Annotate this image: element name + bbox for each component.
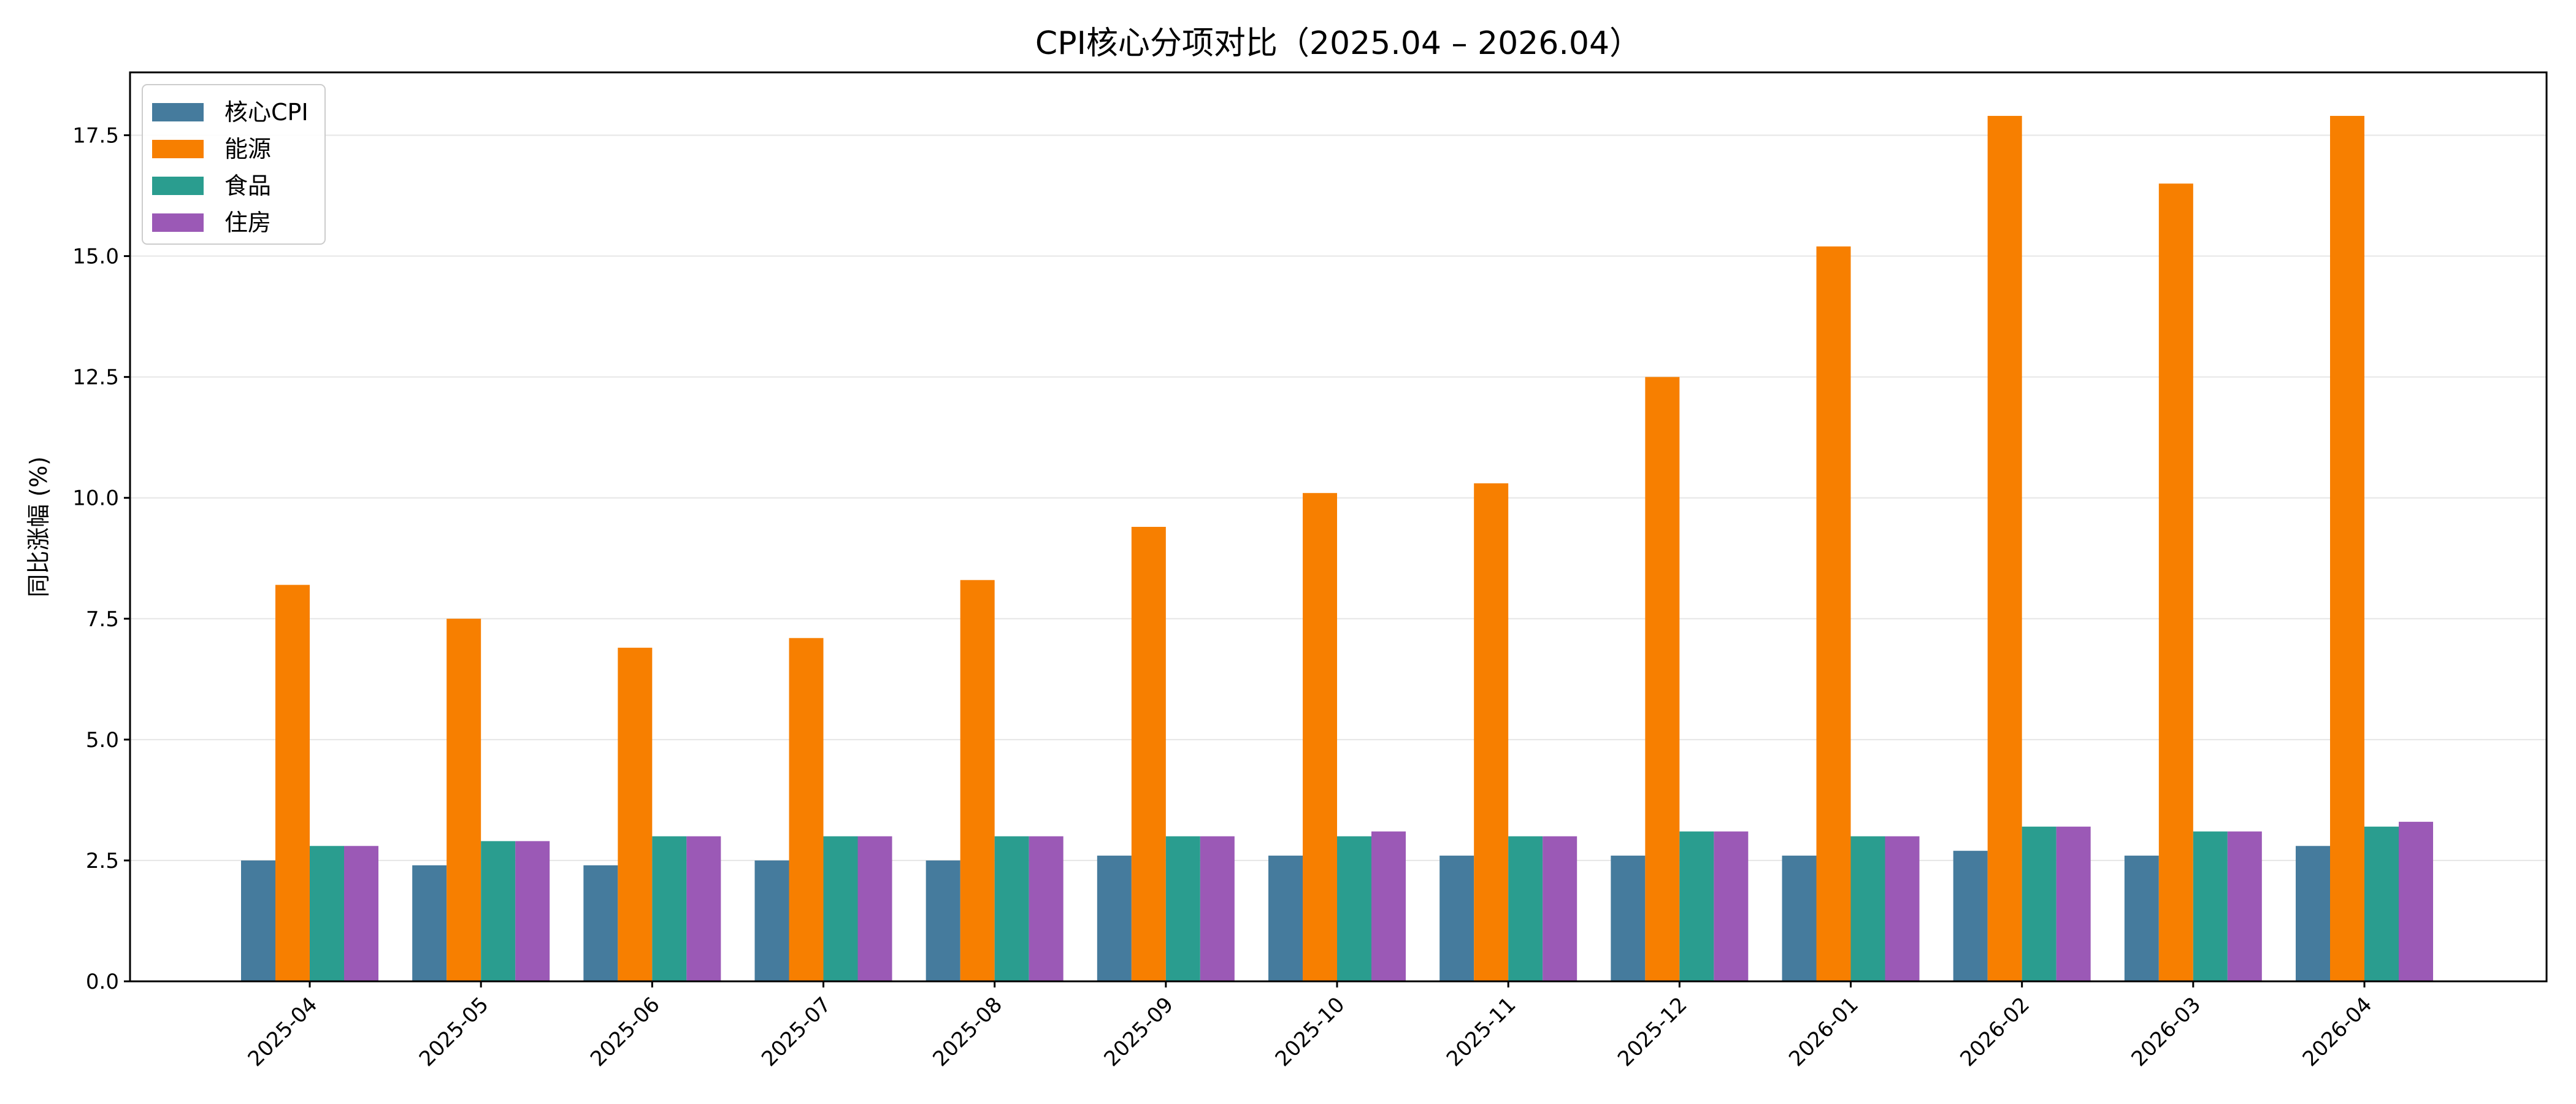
chart-title: CPI核心分项对比（2025.04 – 2026.04）	[1035, 25, 1641, 62]
legend-label: 食品	[224, 172, 271, 199]
bar-住房-2026-02	[2056, 826, 2091, 981]
bar-能源-2026-04	[2330, 115, 2364, 982]
x-tick-label: 2026-02	[1955, 992, 2034, 1071]
bar-能源-2026-03	[2158, 183, 2193, 982]
legend-label: 核心CPI	[224, 99, 309, 126]
bar-核心CPI-2025-11	[1439, 856, 1474, 981]
bar-食品-2026-03	[2193, 831, 2228, 981]
x-tick-label: 2025-09	[1099, 992, 1178, 1071]
x-tick-label: 2025-08	[928, 992, 1007, 1071]
x-tick-label: 2025-07	[757, 992, 836, 1071]
bar-住房-2026-01	[1885, 836, 1920, 981]
y-tick-label: 2.5	[86, 849, 119, 873]
bar-能源-2025-04	[275, 585, 310, 981]
bar-能源-2025-09	[1131, 527, 1166, 981]
bar-能源-2025-10	[1303, 493, 1337, 981]
bar-核心CPI-2025-04	[241, 860, 275, 981]
x-tick-label: 2025-04	[243, 992, 323, 1071]
plot-area-frame	[129, 71, 2548, 983]
legend-swatch	[152, 103, 204, 121]
bar-住房-2025-05	[515, 841, 550, 981]
bar-能源-2026-01	[1816, 246, 1851, 981]
x-tick-label: 2026-04	[2298, 992, 2377, 1071]
legend-label: 能源	[224, 136, 271, 163]
bar-核心CPI-2026-02	[1953, 851, 1988, 981]
y-tick-label: 12.5	[72, 366, 119, 390]
bar-能源-2025-05	[447, 618, 481, 981]
x-tick-label: 2026-01	[1784, 992, 1863, 1071]
bar-能源-2025-07	[789, 638, 824, 981]
bar-核心CPI-2026-04	[2296, 846, 2330, 981]
bar-住房-2025-06	[686, 836, 721, 981]
bar-能源-2025-08	[960, 580, 995, 981]
bar-食品-2025-08	[994, 836, 1029, 981]
y-tick-label: 10.0	[72, 486, 119, 511]
bar-住房-2025-12	[1714, 831, 1749, 981]
x-tick-label: 2025-11	[1442, 992, 1521, 1071]
y-axis-ticks: 0.0 2.5 5.0 7.5 10.0 12.5 15.0 17.5	[72, 123, 130, 994]
x-tick-label: 2026-03	[2126, 992, 2206, 1071]
bar-核心CPI-2025-10	[1268, 856, 1303, 981]
bar-核心CPI-2025-05	[412, 865, 447, 981]
bar-住房-2025-10	[1371, 831, 1406, 981]
legend-swatch	[152, 213, 204, 232]
bar-食品-2025-04	[310, 846, 344, 981]
bar-核心CPI-2025-08	[926, 860, 960, 981]
y-tick-label: 17.5	[72, 123, 119, 148]
x-tick-label: 2025-05	[415, 992, 494, 1071]
bar-住房-2025-09	[1200, 836, 1235, 981]
bar-食品-2025-11	[1508, 836, 1543, 981]
bar-食品-2026-02	[2022, 826, 2057, 981]
bar-住房-2026-03	[2227, 831, 2262, 981]
bar-食品-2025-10	[1337, 836, 1371, 981]
legend-swatch	[152, 140, 204, 158]
legend-swatch	[152, 177, 204, 195]
y-tick-label: 7.5	[86, 607, 119, 632]
legend-label: 住房	[224, 209, 271, 236]
bar-能源-2025-11	[1474, 483, 1509, 981]
bar-能源-2025-12	[1645, 377, 1680, 981]
bar-住房-2025-08	[1029, 836, 1064, 981]
bar-核心CPI-2025-09	[1097, 856, 1132, 981]
bar-核心CPI-2026-03	[2124, 856, 2159, 981]
bar-住房-2025-07	[857, 836, 892, 981]
bar-住房-2025-04	[344, 846, 378, 981]
bar-能源-2025-06	[618, 648, 653, 981]
y-axis-title: 同比涨幅 (%)	[25, 456, 52, 597]
x-tick-label: 2025-10	[1271, 992, 1350, 1071]
bar-食品-2025-07	[823, 836, 858, 981]
x-tick-label: 2025-06	[586, 992, 665, 1071]
bar-食品-2025-09	[1165, 836, 1200, 981]
bar-核心CPI-2026-01	[1782, 856, 1817, 981]
bar-食品-2025-05	[481, 841, 516, 981]
bar-食品-2025-06	[652, 836, 687, 981]
bar-能源-2026-02	[1987, 115, 2022, 982]
y-tick-label: 5.0	[86, 728, 119, 753]
y-tick-label: 0.0	[86, 970, 119, 994]
bar-核心CPI-2025-07	[754, 860, 789, 981]
bar-食品-2026-04	[2364, 826, 2399, 981]
bar-核心CPI-2025-06	[583, 865, 618, 981]
bar-食品-2025-12	[1679, 831, 1714, 981]
x-axis-ticks: 2025-04 2025-05 2025-06 2025-07 2025-08 2025-…	[243, 981, 2377, 1071]
legend-box	[142, 84, 326, 245]
bar-食品-2026-01	[1850, 836, 1885, 981]
bars	[241, 115, 2433, 982]
bar-住房-2026-04	[2399, 821, 2433, 981]
y-tick-label: 15.0	[72, 245, 119, 269]
bar-住房-2025-11	[1543, 836, 1577, 981]
x-tick-label: 2025-12	[1613, 992, 1692, 1071]
bar-核心CPI-2025-12	[1611, 856, 1646, 981]
